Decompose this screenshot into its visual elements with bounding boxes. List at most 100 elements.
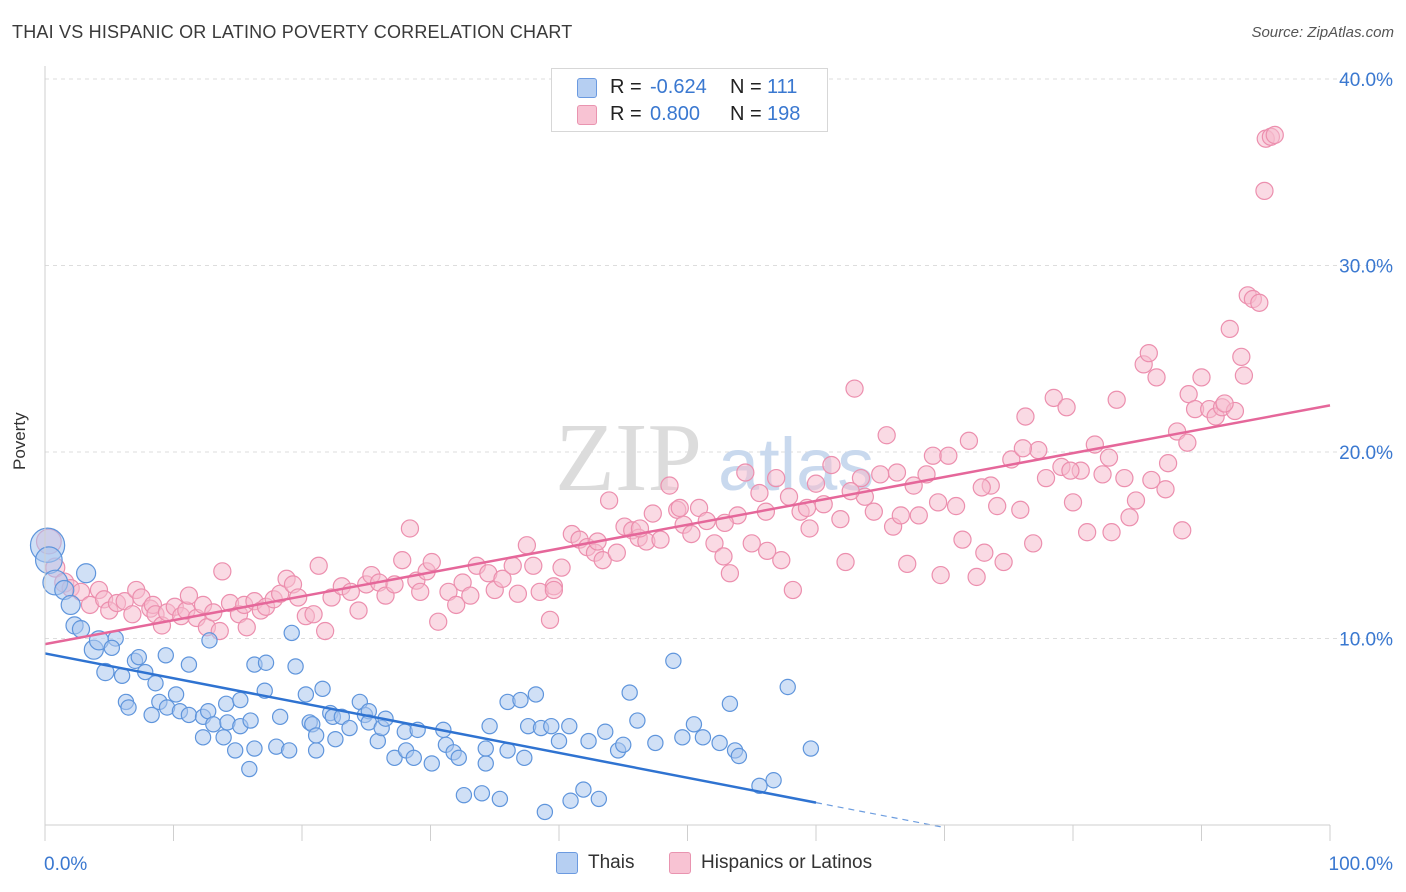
x-tick-label: 0.0%: [44, 854, 87, 875]
hispanics-point: [767, 468, 786, 488]
thais-point: [751, 777, 768, 795]
hispanics-point: [179, 586, 199, 605]
thais-point: [257, 654, 275, 671]
hispanics-point: [1107, 390, 1126, 409]
thais-point: [242, 712, 259, 729]
hispanics-point: [1057, 398, 1076, 417]
hispanics-point: [1063, 493, 1083, 512]
hispanics-point: [544, 580, 564, 600]
hispanics-point: [714, 547, 733, 566]
hispanics-point: [1156, 480, 1175, 499]
hispanics-swatch: [577, 105, 597, 125]
thais-point: [307, 742, 325, 759]
hispanics-swatch: [669, 852, 691, 874]
hispanics-point: [758, 541, 777, 560]
hispanics-point: [660, 476, 679, 495]
hispanics-point: [400, 519, 420, 538]
thais-point: [481, 717, 498, 735]
thais-point: [721, 695, 739, 712]
x-tick-label: 100.0%: [1329, 854, 1394, 875]
thais-point: [76, 563, 97, 584]
hispanics-point: [1061, 461, 1080, 480]
thais-point: [543, 717, 560, 735]
hispanics-point: [831, 509, 850, 529]
thais-point: [590, 790, 608, 808]
hispanics-point: [123, 605, 142, 624]
source-label: Source: ZipAtlas.com: [1251, 24, 1394, 41]
thais-point: [215, 729, 232, 746]
hispanics-point: [517, 536, 537, 555]
thais-point: [491, 790, 509, 808]
thais-point: [205, 716, 222, 733]
hispanics-point: [643, 504, 662, 523]
thais-point: [96, 662, 115, 682]
thais-point: [629, 712, 646, 729]
hispanics-point: [909, 506, 928, 525]
hispanics-point: [841, 482, 860, 501]
hispanics-point: [1120, 508, 1139, 527]
n-label: N =: [730, 76, 762, 98]
hispanics-point: [975, 543, 994, 562]
thais-swatch: [556, 852, 578, 874]
hispanics-point: [720, 564, 740, 583]
hispanics-point: [939, 446, 958, 465]
hispanics-point: [1102, 523, 1121, 542]
thais-point: [802, 740, 820, 757]
watermark-zip: ZIP: [555, 404, 702, 512]
n-value: 111: [767, 76, 798, 98]
thais-point: [386, 749, 403, 767]
hispanics-point: [1016, 407, 1035, 426]
hispanics-point: [237, 618, 256, 637]
hispanics-point: [1232, 347, 1251, 367]
thais-point: [477, 740, 494, 757]
hispanics-point: [772, 551, 791, 570]
thais-point: [333, 708, 351, 726]
r-value: 0.800: [650, 103, 701, 125]
hispanics-point: [946, 496, 966, 516]
hispanics-point: [1029, 440, 1048, 460]
y-tick-label: 10.0%: [1339, 630, 1393, 651]
thais-point: [550, 732, 568, 750]
hispanics-point: [1139, 344, 1158, 363]
hispanics-point: [822, 455, 841, 475]
hispanics-point: [508, 584, 528, 603]
thais-point: [615, 736, 632, 754]
thais-point: [455, 786, 473, 804]
thais-point: [246, 740, 263, 757]
hispanics-point: [447, 595, 466, 615]
hispanics-point: [309, 556, 328, 575]
hispanics-point: [972, 478, 991, 497]
thais-point: [621, 684, 638, 701]
hispanics-point: [928, 493, 948, 512]
y-tick-label: 30.0%: [1339, 257, 1393, 278]
hispanics-point: [1142, 470, 1161, 490]
hispanics-point: [988, 496, 1007, 516]
hispanics-point: [800, 519, 819, 538]
thais-point: [283, 624, 300, 642]
hispanics-point: [1093, 465, 1112, 484]
thais-point: [674, 729, 691, 746]
thais-point: [307, 727, 325, 744]
hispanics-point: [422, 552, 441, 572]
legend-label: Thais: [588, 852, 635, 873]
thais-point: [194, 729, 212, 746]
trend-lines: [44, 404, 1331, 829]
hispanics-point: [845, 379, 864, 398]
thais-point: [527, 686, 545, 703]
thais-point: [450, 749, 467, 767]
hispanics-point: [923, 446, 943, 465]
thais-point: [561, 717, 578, 735]
thais-point: [473, 785, 491, 802]
thais-trend-line: [44, 652, 817, 804]
thais-point: [297, 686, 315, 703]
series-legend: Thais Hispanics or Latinos: [0, 851, 1406, 881]
thais-point: [271, 708, 289, 726]
hispanics-point: [651, 530, 670, 549]
thais-point: [405, 749, 422, 767]
hispanics-point: [953, 530, 972, 549]
hispanics-point: [750, 483, 769, 503]
hispanics-point: [1126, 491, 1146, 510]
thais-point: [314, 680, 331, 698]
thais-point: [575, 781, 592, 798]
thais-point: [287, 658, 304, 675]
